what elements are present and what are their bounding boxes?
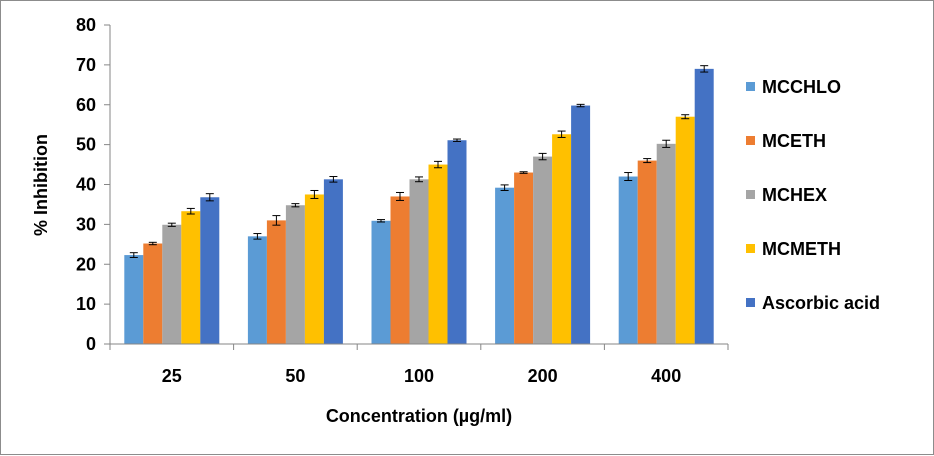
bar-mchex-400	[656, 143, 676, 344]
bar-mcmeth-100	[428, 164, 448, 344]
legend: MCCHLO MCETH MCHEX MCMETH Ascorbic acid	[746, 77, 880, 313]
x-tick-label: 50	[285, 366, 305, 386]
bar-mchex-25	[162, 224, 182, 344]
x-axis-ticks: 25 50 100 200 400	[109, 344, 729, 386]
legend-label: MCCHLO	[762, 77, 841, 97]
bar-mcmeth-200	[552, 134, 572, 344]
bar-mcmeth-50	[304, 194, 324, 344]
y-tick-label: 0	[86, 334, 96, 354]
y-tick-label: 80	[76, 15, 96, 35]
legend-item: MCCHLO	[746, 77, 841, 97]
bar-mceth-100	[390, 196, 410, 344]
error-bar	[253, 233, 262, 240]
legend-swatch	[746, 136, 755, 145]
y-tick-label: 10	[76, 294, 96, 314]
bar-mceth-50	[266, 220, 286, 344]
legend-item: MCMETH	[746, 239, 841, 259]
error-bar	[186, 207, 195, 215]
error-bar	[415, 176, 423, 183]
error-bar	[681, 114, 690, 120]
bar-mceth-400	[637, 160, 657, 344]
x-tick-label: 25	[162, 366, 182, 386]
bar-ascorbic-acid-25	[200, 197, 220, 344]
error-bar	[377, 219, 385, 223]
legend-label: Ascorbic acid	[762, 293, 880, 313]
y-tick-label: 70	[76, 55, 96, 75]
legend-item: Ascorbic acid	[746, 293, 880, 313]
bar-ascorbic-acid-100	[447, 140, 467, 344]
bar-mcchlo-100	[371, 220, 391, 344]
error-bar	[453, 138, 461, 142]
error-bar	[557, 130, 566, 138]
legend-label: MCMETH	[762, 239, 841, 259]
y-axis-title: % Inhibition	[31, 134, 51, 236]
bar-ascorbic-acid-200	[571, 105, 591, 344]
x-tick-label: 100	[404, 366, 434, 386]
bar-mcchlo-50	[247, 236, 267, 344]
error-bar	[329, 176, 338, 183]
legend-swatch	[746, 82, 755, 91]
error-bar	[310, 189, 319, 199]
bar-ascorbic-acid-50	[323, 179, 343, 344]
bar-mcmeth-400	[675, 116, 695, 345]
bar-mcmeth-25	[181, 211, 201, 344]
error-bar	[129, 252, 138, 258]
bar-mchex-100	[409, 179, 429, 344]
bar-mchex-200	[533, 156, 553, 344]
error-bar	[272, 215, 281, 226]
y-axis-ticks: 0 10 20 30 40 50 60 70 80	[76, 15, 110, 354]
bar-mceth-25	[143, 243, 163, 344]
bar-ascorbic-acid-400	[694, 68, 714, 345]
x-axis-title: Concentration (µg/ml)	[326, 406, 512, 426]
legend-swatch	[746, 190, 755, 199]
error-bar	[662, 139, 671, 148]
legend-label: MCHEX	[762, 185, 827, 205]
bars	[124, 68, 714, 345]
bar-mcchlo-200	[495, 187, 515, 344]
y-tick-label: 40	[76, 175, 96, 195]
error-bar	[519, 171, 528, 174]
error-bar	[538, 152, 547, 161]
error-bar	[500, 184, 509, 191]
legend-item: MCHEX	[746, 185, 827, 205]
error-bar	[434, 160, 442, 169]
error-bar	[396, 191, 404, 201]
legend-swatch	[746, 244, 755, 253]
error-bar	[148, 241, 157, 246]
x-tick-label: 400	[651, 366, 681, 386]
error-bar	[643, 158, 652, 164]
y-tick-label: 30	[76, 214, 96, 234]
error-bar	[167, 222, 176, 227]
bar-mchex-50	[285, 205, 305, 344]
y-tick-label: 60	[76, 95, 96, 115]
bar-mcchlo-400	[618, 176, 638, 344]
axes	[109, 25, 728, 345]
y-tick-label: 20	[76, 254, 96, 274]
error-bar	[700, 65, 709, 73]
x-tick-label: 200	[528, 366, 558, 386]
bar-mceth-200	[514, 172, 534, 344]
legend-swatch	[746, 298, 755, 307]
error-bar	[205, 193, 214, 202]
error-bars	[129, 65, 709, 258]
legend-label: MCETH	[762, 131, 826, 151]
legend-item: MCETH	[746, 131, 826, 151]
bar-mcchlo-25	[124, 255, 144, 344]
y-tick-label: 50	[76, 135, 96, 155]
error-bar	[576, 103, 585, 108]
error-bar	[291, 203, 300, 208]
error-bar	[624, 172, 633, 182]
